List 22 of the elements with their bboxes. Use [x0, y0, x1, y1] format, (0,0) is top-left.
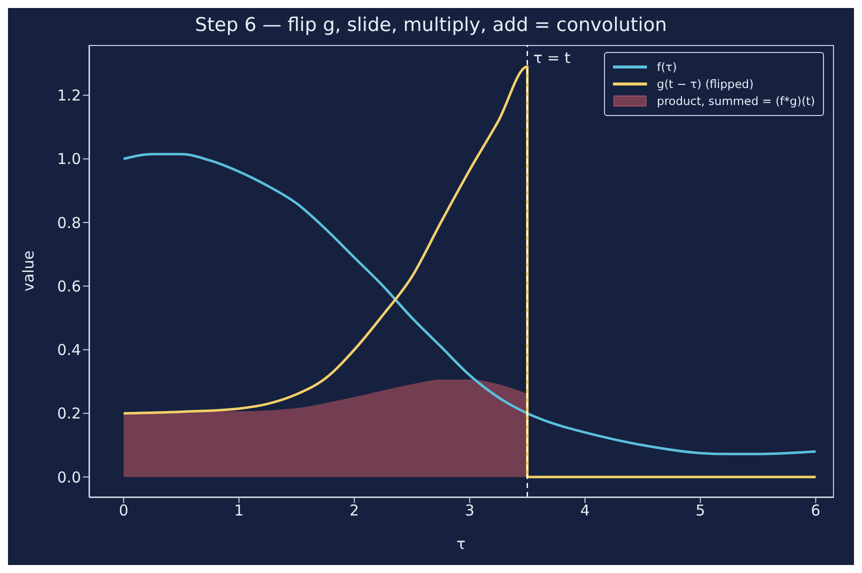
- x-axis-title: τ: [456, 535, 466, 553]
- legend-label: product, summed = (f*g)(t): [656, 94, 815, 108]
- y-tick-label: 0.8: [57, 214, 81, 232]
- line-series: [122, 152, 817, 456]
- x-tick-label: 4: [580, 502, 590, 520]
- x-tick-label: 3: [464, 502, 474, 520]
- y-tick-label: 0.2: [57, 404, 81, 423]
- y-tick-label: 0.0: [57, 468, 81, 486]
- x-tick-label: 0: [118, 502, 128, 520]
- y-tick-label: 1.2: [57, 86, 81, 105]
- y-tick-label: 1.0: [57, 150, 81, 168]
- legend-label: g(t − τ) (flipped): [656, 77, 754, 91]
- x-tick-label: 1: [234, 502, 244, 520]
- ref-line-label: τ = t: [533, 49, 570, 67]
- x-tick-label: 6: [810, 502, 820, 520]
- y-tick-label: 0.4: [57, 341, 81, 360]
- y-axis-title: value: [19, 250, 38, 292]
- y-tick-label: 0.6: [57, 277, 81, 296]
- x-tick-label: 2: [350, 502, 360, 520]
- legend-label: f(τ): [656, 60, 677, 74]
- x-tick-label: 5: [696, 502, 706, 520]
- chart-title: Step 6 — flip g, slide, multiply, add = convolution: [194, 14, 668, 36]
